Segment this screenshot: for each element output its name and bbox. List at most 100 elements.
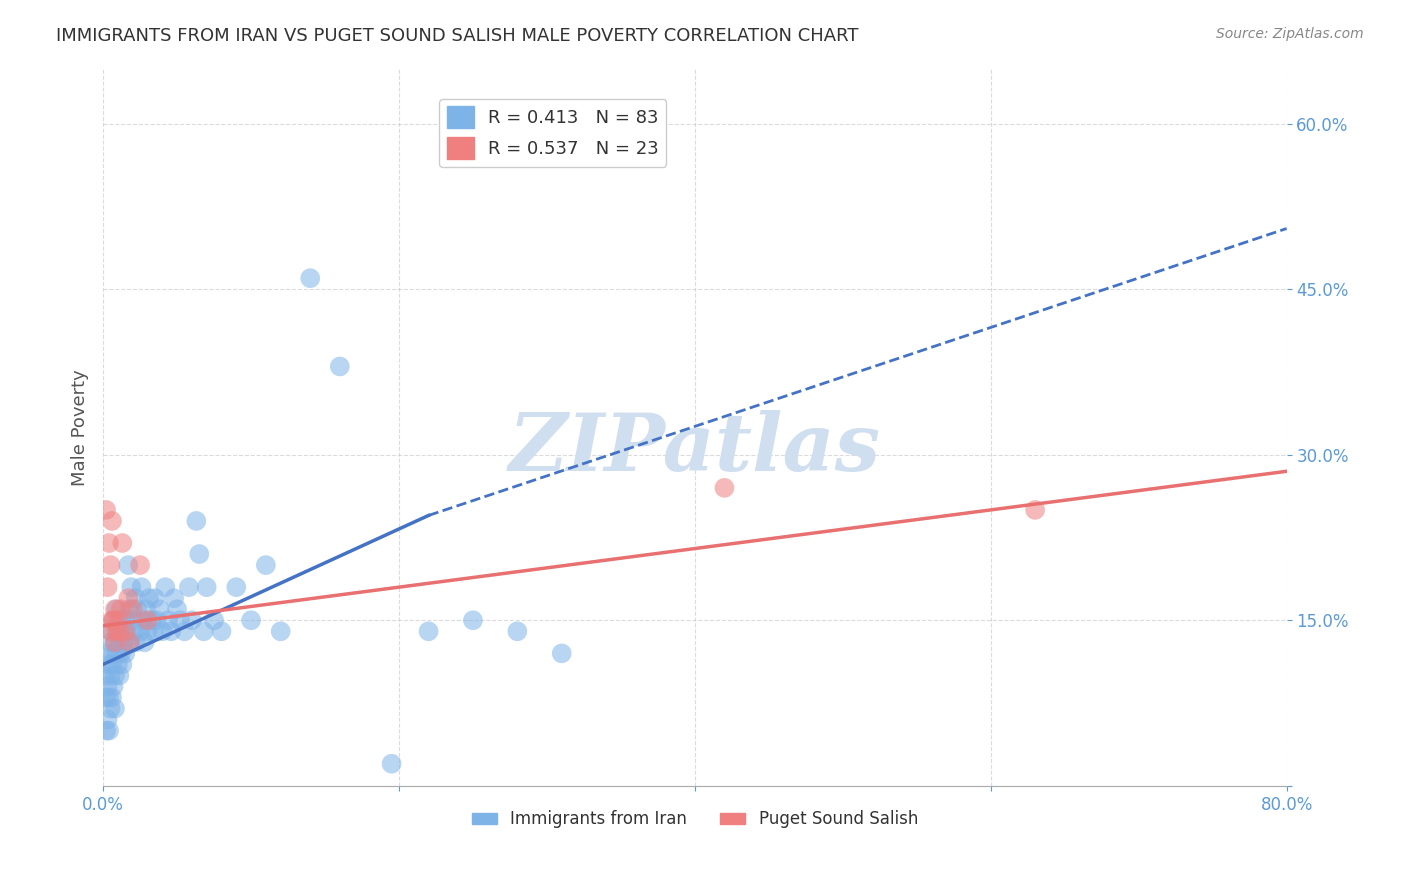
Immigrants from Iran [105,646,128,660]
Immigrants from Iran [117,558,139,573]
Legend: Immigrants from Iran, Puget Sound Salish: Immigrants from Iran, Puget Sound Salish [465,804,925,835]
Immigrants from Iran [381,756,404,771]
Puget Sound Salish [103,613,125,627]
Puget Sound Salish [101,613,124,627]
Immigrants from Iran [93,668,115,682]
Immigrants from Iran [107,624,129,639]
Puget Sound Salish [104,635,127,649]
Puget Sound Salish [101,514,124,528]
Puget Sound Salish [94,503,117,517]
Y-axis label: Male Poverty: Male Poverty [72,368,89,485]
Immigrants from Iran [202,613,225,627]
Immigrants from Iran [225,580,247,594]
Puget Sound Salish [118,635,141,649]
Immigrants from Iran [94,690,117,705]
Immigrants from Iran [97,680,120,694]
Immigrants from Iran [180,613,202,627]
Immigrants from Iran [329,359,352,374]
Immigrants from Iran [129,624,152,639]
Immigrants from Iran [461,613,484,627]
Puget Sound Salish [100,558,122,573]
Immigrants from Iran [100,668,122,682]
Immigrants from Iran [155,580,177,594]
Immigrants from Iran [150,624,173,639]
Immigrants from Iran [177,580,200,594]
Immigrants from Iran [148,602,170,616]
Immigrants from Iran [138,591,160,606]
Immigrants from Iran [111,657,134,672]
Immigrants from Iran [104,668,127,682]
Puget Sound Salish [97,580,120,594]
Immigrants from Iran [103,613,125,627]
Puget Sound Salish [114,624,136,639]
Immigrants from Iran [141,613,163,627]
Immigrants from Iran [134,635,156,649]
Immigrants from Iran [97,646,120,660]
Immigrants from Iran [121,613,143,627]
Immigrants from Iran [418,624,440,639]
Immigrants from Iran [110,646,132,660]
Text: IMMIGRANTS FROM IRAN VS PUGET SOUND SALISH MALE POVERTY CORRELATION CHART: IMMIGRANTS FROM IRAN VS PUGET SOUND SALI… [56,27,859,45]
Immigrants from Iran [157,613,180,627]
Immigrants from Iran [94,723,117,738]
Puget Sound Salish [107,613,129,627]
Immigrants from Iran [115,624,138,639]
Immigrants from Iran [118,635,141,649]
Immigrants from Iran [120,580,142,594]
Immigrants from Iran [100,635,122,649]
Immigrants from Iran [551,646,574,660]
Immigrants from Iran [124,635,146,649]
Immigrants from Iran [98,723,121,738]
Immigrants from Iran [110,613,132,627]
Immigrants from Iran [166,602,188,616]
Text: ZIPatlas: ZIPatlas [509,410,882,487]
Immigrants from Iran [103,680,125,694]
Immigrants from Iran [163,591,186,606]
Immigrants from Iran [240,613,263,627]
Immigrants from Iran [114,646,136,660]
Immigrants from Iran [135,602,157,616]
Immigrants from Iran [103,646,125,660]
Immigrants from Iran [112,635,135,649]
Puget Sound Salish [110,602,132,616]
Immigrants from Iran [122,624,145,639]
Immigrants from Iran [254,558,277,573]
Immigrants from Iran [101,657,124,672]
Immigrants from Iran [101,690,124,705]
Immigrants from Iran [188,547,211,561]
Puget Sound Salish [104,602,127,616]
Immigrants from Iran [100,701,122,715]
Immigrants from Iran [131,580,153,594]
Puget Sound Salish [111,536,134,550]
Immigrants from Iran [108,635,131,649]
Immigrants from Iran [211,624,233,639]
Immigrants from Iran [186,514,208,528]
Immigrants from Iran [98,690,121,705]
Immigrants from Iran [105,602,128,616]
Immigrants from Iran [101,624,124,639]
Immigrants from Iran [270,624,292,639]
Immigrants from Iran [114,613,136,627]
Immigrants from Iran [132,613,155,627]
Puget Sound Salish [100,624,122,639]
Immigrants from Iran [160,624,183,639]
Puget Sound Salish [105,624,128,639]
Puget Sound Salish [713,481,735,495]
Immigrants from Iran [107,657,129,672]
Immigrants from Iran [136,624,159,639]
Immigrants from Iran [142,624,165,639]
Puget Sound Salish [129,558,152,573]
Puget Sound Salish [117,591,139,606]
Immigrants from Iran [195,580,218,594]
Puget Sound Salish [108,624,131,639]
Immigrants from Iran [118,602,141,616]
Immigrants from Iran [145,613,167,627]
Immigrants from Iran [299,271,322,285]
Puget Sound Salish [1024,503,1046,517]
Immigrants from Iran [104,635,127,649]
Immigrants from Iran [193,624,215,639]
Immigrants from Iran [111,624,134,639]
Immigrants from Iran [97,713,120,727]
Immigrants from Iran [127,602,149,616]
Immigrants from Iran [104,701,127,715]
